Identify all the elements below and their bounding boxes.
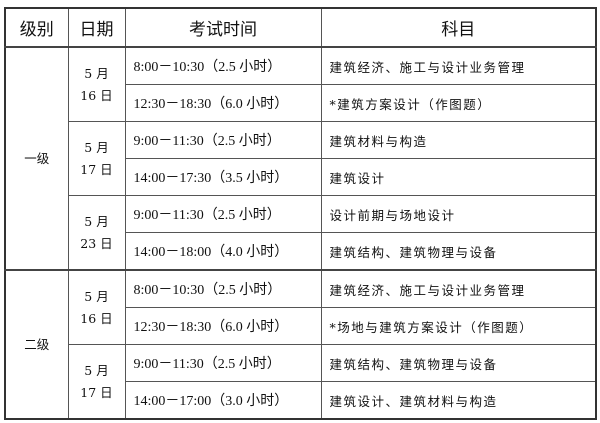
time-cell: 8:00－10:30（2.5 小时） (124, 46, 322, 85)
date-day: 16 日 (80, 310, 113, 326)
table-row: 二级 5 月 16 日 8:00－10:30（2.5 小时） 建筑经济、施工与设计业务管… (4, 269, 597, 420)
date-cell: 5 月 17 日 (67, 121, 126, 196)
header-row: 级别 日期 考试时间 科目 (4, 7, 597, 48)
date-day: 17 日 (80, 161, 113, 177)
subject-cell: 建筑材料与构造 (320, 121, 597, 159)
subject-cell: 设计前期与场地设计 (320, 195, 597, 233)
subject-cell: 建筑设计、建筑材料与构造 (320, 381, 597, 420)
table-row: 14:00－17:30（3.5 小时） 建筑设计 (5, 158, 597, 196)
exam-schedule-table: 级别 日期 考试时间 科目 一级 5 月 16 日 8:00－10:30（2.5 小时… (4, 7, 597, 420)
header-level: 级别 (4, 7, 69, 48)
date-month: 5 月 (84, 65, 109, 81)
time-cell: 9:00－11:30（2.5 小时） (124, 195, 322, 233)
date-cell: 5 月 16 日 (67, 46, 126, 122)
table-row: 12:30－18:30（6.0 小时） *建筑方案设计（作图题） (5, 84, 597, 122)
table-row: 5 月 23 日 9:00－11:30（2.5 小时） 设计前期与场地设计 (5, 195, 597, 271)
date-day: 16 日 (80, 87, 113, 103)
time-cell: 14:00－17:30（3.5 小时） (124, 158, 322, 196)
time-cell: 14:00－18:00（4.0 小时） (124, 232, 322, 271)
header-subject: 科目 (320, 7, 597, 48)
date-cell: 5 月 23 日 (67, 195, 126, 271)
time-cell: 9:00－11:30（2.5 小时） (124, 121, 322, 159)
time-cell: 8:00－10:30（2.5 小时） (124, 269, 322, 308)
date-month: 5 月 (84, 213, 109, 229)
subject-cell: *场地与建筑方案设计（作图题） (320, 307, 597, 345)
subject-cell: 建筑设计 (320, 158, 597, 196)
date-month: 5 月 (84, 288, 109, 304)
table-row: 12:30－18:30（6.0 小时） *场地与建筑方案设计（作图题） (5, 307, 597, 345)
date-month: 5 月 (84, 362, 109, 378)
header-date: 日期 (67, 7, 126, 48)
time-cell: 14:00－17:00（3.0 小时） (124, 381, 322, 420)
level-cell: 二级 (4, 269, 69, 420)
date-day: 17 日 (80, 384, 113, 400)
date-month: 5 月 (84, 139, 109, 155)
subject-cell: *建筑方案设计（作图题） (320, 84, 597, 122)
subject-cell: 建筑经济、施工与设计业务管理 (320, 46, 597, 85)
date-cell: 5 月 17 日 (67, 344, 126, 420)
date-day: 23 日 (80, 235, 113, 251)
table-row: 一级 5 月 16 日 8:00－10:30（2.5 小时） 建筑经济、施工与设计业务管… (4, 46, 597, 271)
level-cell: 一级 (4, 46, 69, 271)
table-row: 5 月 17 日 9:00－11:30（2.5 小时） 建筑材料与构造 (5, 121, 597, 196)
subject-cell: 建筑结构、建筑物理与设备 (320, 344, 597, 382)
date-cell: 5 月 16 日 (67, 269, 126, 345)
time-cell: 12:30－18:30（6.0 小时） (124, 84, 322, 122)
time-cell: 9:00－11:30（2.5 小时） (124, 344, 322, 382)
subject-cell: 建筑经济、施工与设计业务管理 (320, 269, 597, 308)
time-cell: 12:30－18:30（6.0 小时） (124, 307, 322, 345)
subject-cell: 建筑结构、建筑物理与设备 (320, 232, 597, 271)
table-row: 14:00－18:00（4.0 小时） 建筑结构、建筑物理与设备 (5, 232, 597, 271)
header-time: 考试时间 (124, 7, 322, 48)
table-row: 5 月 17 日 9:00－11:30（2.5 小时） 建筑结构、建筑物理与设备 (5, 344, 597, 420)
table-row: 14:00－17:00（3.0 小时） 建筑设计、建筑材料与构造 (5, 381, 597, 420)
